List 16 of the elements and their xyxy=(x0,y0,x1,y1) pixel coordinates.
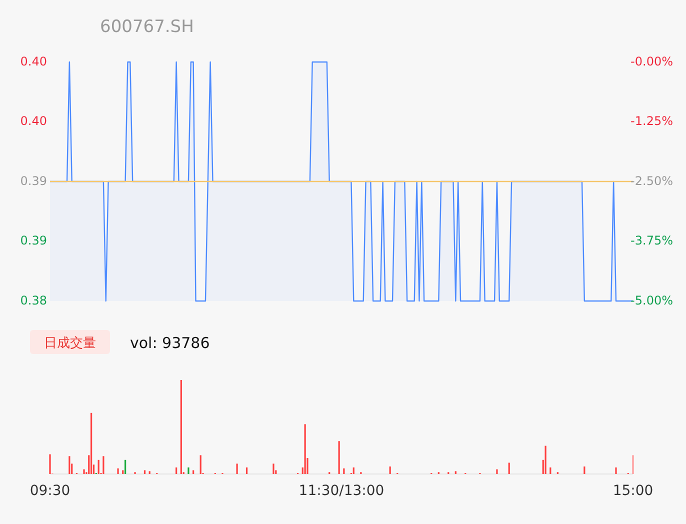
y2-tick-label: -3.75% xyxy=(630,234,673,248)
x-tick-label: 09:30 xyxy=(30,483,70,499)
text: 日成交量 xyxy=(44,335,96,351)
y2-tick-label: -1.25% xyxy=(630,114,673,128)
text: vol: 93786 xyxy=(130,334,210,352)
chart-title: 600767.SH xyxy=(100,17,194,37)
y2-tick-label: -5.00% xyxy=(630,293,673,308)
y-tick-label: 0.38 xyxy=(20,293,47,308)
x-tick-label: 11:30/13:00 xyxy=(298,483,384,499)
y-tick-label: 0.40 xyxy=(20,54,47,68)
x-tick-label: 15:00 xyxy=(612,483,654,499)
y2-tick-label: -2.50% xyxy=(630,174,673,188)
y2-tick-label: -0.00% xyxy=(630,54,673,68)
y-tick-label: 0.40 xyxy=(20,114,47,128)
y-tick-label: 0.39 xyxy=(20,174,47,188)
y-tick-label: 0.39 xyxy=(20,234,47,248)
